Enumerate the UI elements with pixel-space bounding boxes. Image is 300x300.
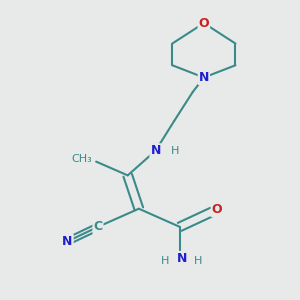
Text: H: H	[161, 256, 169, 266]
Text: N: N	[199, 71, 209, 84]
Text: C: C	[93, 220, 103, 233]
Text: O: O	[199, 16, 209, 30]
Text: N: N	[62, 235, 73, 248]
Text: N: N	[150, 144, 161, 157]
Text: O: O	[212, 203, 222, 216]
Text: N: N	[176, 252, 187, 265]
Text: CH₃: CH₃	[71, 154, 92, 164]
Text: H: H	[194, 256, 202, 266]
Text: H: H	[171, 146, 179, 156]
